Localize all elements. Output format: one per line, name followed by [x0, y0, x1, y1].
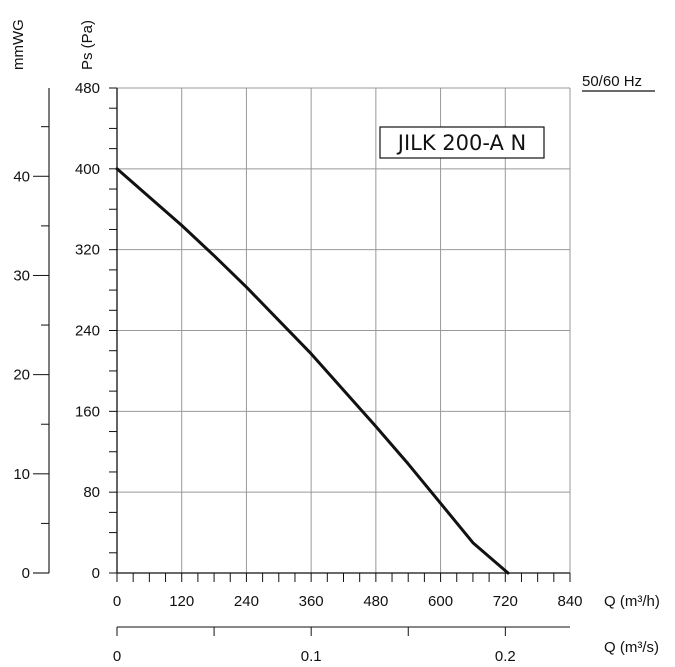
fan-performance-curve	[115, 167, 510, 575]
pa-axis-title: Ps (Pa)	[79, 20, 96, 70]
pa-tick-label: 160	[75, 403, 100, 420]
m3h-tick-label: 480	[363, 593, 388, 610]
minor-ticks	[33, 87, 571, 636]
m3h-tick-label: 120	[169, 593, 194, 610]
pa-tick-label: 400	[75, 161, 100, 178]
m3h-tick-labels: 0 120 240 360 480 600 720 840	[113, 593, 583, 610]
m3h-tick-label: 240	[234, 593, 259, 610]
mmwg-tick-labels: 0 10 20 30 40	[13, 168, 30, 582]
m3s-tick-label: 0.1	[301, 648, 322, 665]
frequency-label: 50/60 Hz	[582, 73, 642, 90]
mmwg-tick-label: 30	[13, 267, 30, 284]
m3s-tick-label: 0	[113, 648, 121, 665]
mmwg-axis-title: mmWG	[10, 19, 27, 70]
pa-tick-label: 80	[83, 484, 100, 501]
m3h-tick-label: 0	[113, 593, 121, 610]
pa-tick-label: 320	[75, 242, 100, 259]
m3h-tick-label: 600	[428, 593, 453, 610]
mmwg-tick-label: 40	[13, 168, 30, 185]
pa-tick-label: 0	[92, 565, 100, 582]
model-label-box	[379, 126, 545, 159]
pa-tick-label: 240	[75, 323, 100, 340]
m3h-tick-label: 840	[557, 593, 582, 610]
mmwg-tick-label: 20	[13, 367, 30, 384]
m3h-axis-title: Q (m³/h)	[604, 593, 660, 610]
m3h-tick-label: 360	[299, 593, 324, 610]
mmwg-tick-label: 0	[22, 565, 30, 582]
m3s-tick-labels: 0 0.1 0.2	[113, 648, 516, 665]
m3s-tick-label: 0.2	[495, 648, 516, 665]
model-label: JILK 200-A N	[396, 131, 526, 155]
pa-tick-label: 480	[75, 80, 100, 97]
m3h-tick-label: 720	[493, 593, 518, 610]
pa-tick-labels: 0 80 160 240 320 400 480	[75, 80, 100, 582]
mmwg-tick-label: 10	[13, 466, 30, 483]
grid	[116, 87, 571, 574]
m3s-axis-title: Q (m³/s)	[604, 639, 659, 656]
